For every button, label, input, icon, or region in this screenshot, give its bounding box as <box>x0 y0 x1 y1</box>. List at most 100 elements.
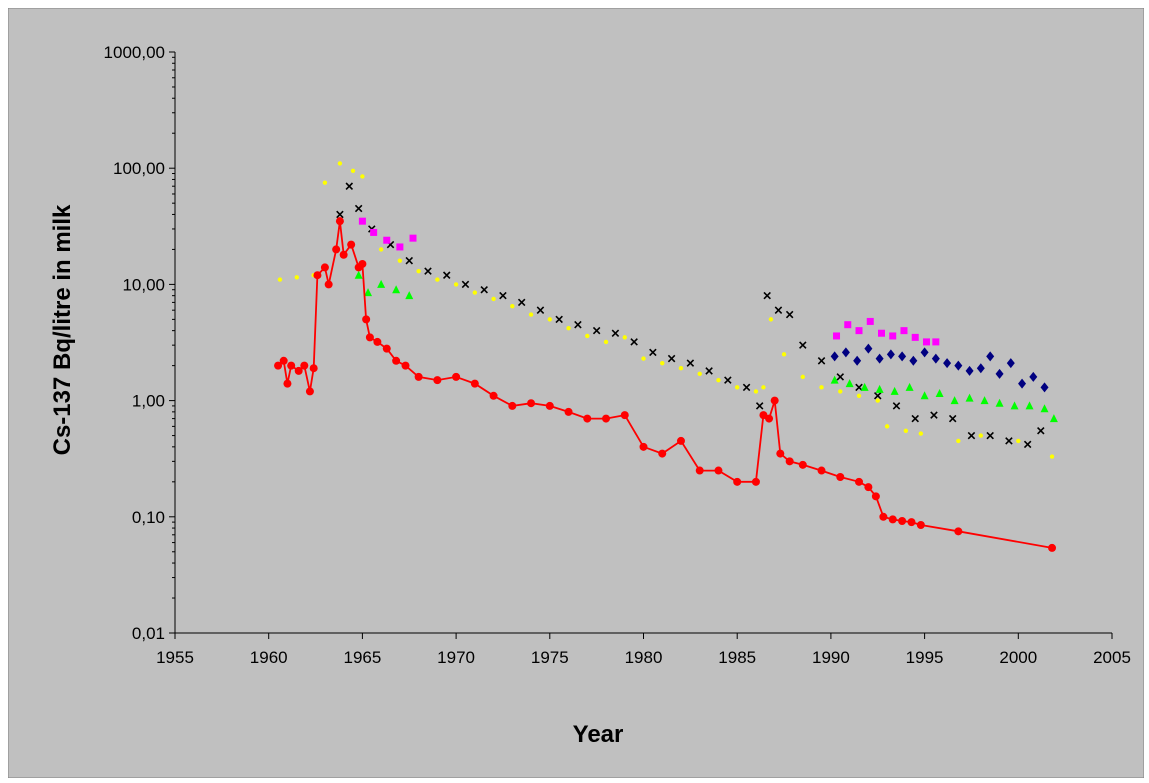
data-point <box>358 217 366 225</box>
y-tick-label: 1,00 <box>132 392 165 411</box>
data-point <box>889 332 897 340</box>
data-point <box>873 392 882 400</box>
data-point <box>1018 378 1027 389</box>
data-point <box>954 360 963 371</box>
data-point <box>383 236 391 244</box>
data-point <box>817 466 826 475</box>
data-point <box>855 383 863 392</box>
data-point <box>830 375 839 384</box>
data-point <box>354 270 363 279</box>
data-point <box>948 414 957 423</box>
data-point <box>833 332 841 340</box>
data-point <box>491 296 496 302</box>
data-point <box>313 271 322 280</box>
data-point <box>397 258 403 263</box>
data-point <box>1006 358 1015 369</box>
data-point <box>416 268 421 274</box>
data-point <box>697 371 702 377</box>
data-point <box>836 373 845 381</box>
data-point <box>453 282 459 287</box>
data-point <box>836 473 845 482</box>
x-tick-label: 2000 <box>999 648 1037 667</box>
data-point <box>935 389 944 398</box>
data-point <box>918 431 924 436</box>
y-axis-title: Cs-137 Bq/litre in milk <box>49 204 76 455</box>
series-group <box>274 217 1057 552</box>
x-axis-title: Year <box>573 721 624 748</box>
data-point <box>980 396 989 405</box>
data-point <box>489 391 498 400</box>
data-point <box>838 389 843 394</box>
data-point <box>378 247 384 252</box>
data-point <box>776 449 785 458</box>
data-point <box>855 477 864 486</box>
chart-area-background <box>7 7 1145 779</box>
data-point <box>765 414 774 423</box>
chart-container: 1955 1960 1965 1970 1975 1980 1985 1990 1995 2000… <box>7 7 1145 779</box>
data-point <box>660 360 665 366</box>
data-point <box>716 377 721 383</box>
data-point <box>1029 371 1038 382</box>
data-point <box>965 393 974 402</box>
data-point <box>1040 404 1049 413</box>
data-point <box>517 298 526 307</box>
data-point <box>508 401 517 410</box>
data-point <box>1025 401 1034 410</box>
x-tick-label: 1980 <box>625 648 663 667</box>
data-point <box>1037 427 1045 435</box>
data-point <box>547 317 552 322</box>
data-point <box>622 335 627 340</box>
data-point <box>724 376 732 384</box>
y-tick-label: 1000,00 <box>104 43 165 62</box>
data-point <box>753 389 759 394</box>
data-point <box>678 366 684 371</box>
data-point <box>714 466 723 475</box>
data-point <box>300 361 309 370</box>
x-tick-label: 1965 <box>343 648 381 667</box>
data-point <box>856 393 862 398</box>
data-point <box>274 361 283 370</box>
data-point <box>592 326 601 335</box>
data-point <box>527 399 536 408</box>
data-point <box>676 436 685 445</box>
data-point <box>986 431 994 440</box>
data-point <box>1049 414 1058 423</box>
data-point <box>382 344 391 353</box>
data-point <box>287 361 296 370</box>
data-point <box>770 396 779 405</box>
data-point <box>911 333 919 341</box>
data-point <box>639 442 648 451</box>
y-tick-label: 0,10 <box>132 508 165 527</box>
data-point <box>405 291 414 300</box>
data-point <box>954 527 963 536</box>
data-point <box>442 271 451 279</box>
data-point <box>943 358 952 369</box>
data-point <box>528 312 534 317</box>
data-point <box>564 407 573 416</box>
data-point <box>370 228 378 236</box>
data-point <box>976 363 985 374</box>
data-point <box>294 366 303 375</box>
data-point <box>373 337 382 346</box>
data-point <box>536 306 545 314</box>
chart-svg: 1955 1960 1965 1970 1975 1980 1985 1990 1995 2000… <box>7 7 1145 779</box>
data-point <box>845 379 854 388</box>
data-point <box>305 387 314 396</box>
data-point <box>761 385 766 390</box>
data-point <box>452 372 461 381</box>
data-point <box>879 512 888 521</box>
data-point <box>401 361 410 370</box>
data-point <box>294 275 300 280</box>
data-point <box>798 460 807 469</box>
data-point <box>978 433 984 438</box>
data-point <box>931 353 940 364</box>
data-point <box>435 277 440 282</box>
data-point <box>620 411 629 420</box>
x-tick-label: 2005 <box>1093 648 1131 667</box>
data-point <box>898 517 907 526</box>
x-tick-label: 1995 <box>906 648 944 667</box>
data-point <box>890 386 899 395</box>
data-point <box>884 424 890 429</box>
data-point <box>1023 440 1032 449</box>
x-tick-label: 1990 <box>812 648 850 667</box>
